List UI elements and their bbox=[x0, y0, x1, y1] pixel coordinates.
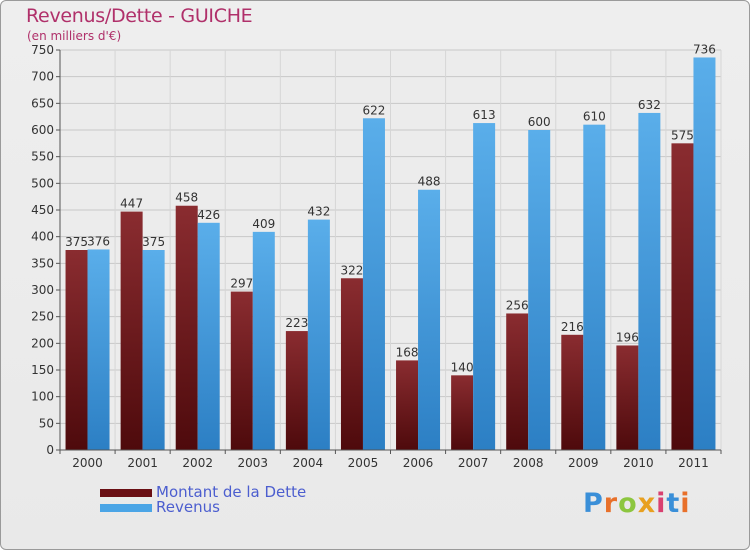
y-tick-label: 750 bbox=[31, 43, 54, 57]
x-tick-label: 2000 bbox=[72, 456, 103, 470]
bar-revenus bbox=[142, 250, 165, 450]
data-label-revenus: 610 bbox=[583, 110, 606, 124]
label-layer: 0 50 100 150 200 250 300 350 400 450 500 550 600 650 7… bbox=[31, 42, 721, 470]
x-tick-label: 2004 bbox=[293, 456, 324, 470]
logo-letter: o bbox=[618, 488, 638, 519]
legend-item-debt: Montant de la Dette bbox=[100, 485, 306, 500]
logo-letter: r bbox=[603, 488, 619, 519]
y-tick-label: 200 bbox=[31, 336, 54, 350]
x-tick-label: 2011 bbox=[678, 456, 709, 470]
data-label-debt: 223 bbox=[285, 316, 308, 330]
data-label-revenus: 432 bbox=[307, 205, 330, 219]
data-label-revenus: 426 bbox=[197, 208, 220, 222]
y-tick-label: 0 bbox=[46, 443, 54, 457]
data-label-debt: 256 bbox=[506, 298, 529, 312]
logo-letter: i bbox=[680, 488, 691, 519]
bar-debt bbox=[285, 331, 308, 450]
data-label-debt: 322 bbox=[341, 263, 364, 277]
bar-debt bbox=[396, 360, 419, 450]
y-tick-label: 500 bbox=[31, 176, 54, 190]
y-tick-label: 50 bbox=[39, 416, 54, 430]
bar-revenus bbox=[87, 249, 110, 450]
bar-revenus bbox=[528, 130, 551, 450]
x-tick-label: 2006 bbox=[403, 456, 434, 470]
y-tick-label: 600 bbox=[31, 123, 54, 137]
bar-revenus bbox=[638, 112, 661, 450]
bar-debt bbox=[230, 291, 253, 450]
bar-revenus bbox=[693, 57, 716, 450]
data-label-revenus: 409 bbox=[252, 217, 275, 231]
x-tick-label: 2007 bbox=[458, 456, 489, 470]
data-label-debt: 297 bbox=[230, 277, 253, 291]
bar-layer bbox=[65, 57, 716, 451]
data-label-revenus: 600 bbox=[528, 115, 551, 129]
data-label-debt: 216 bbox=[561, 320, 584, 334]
x-tick-label: 2001 bbox=[127, 456, 158, 470]
data-label-revenus: 376 bbox=[87, 234, 110, 248]
y-tick-label: 550 bbox=[31, 150, 54, 164]
legend-swatch-debt bbox=[100, 488, 152, 497]
bar-debt bbox=[671, 143, 694, 451]
y-tick-label: 450 bbox=[31, 203, 54, 217]
bar-revenus bbox=[583, 124, 606, 451]
chart-title: Revenus/Dette - GUICHE bbox=[26, 5, 253, 27]
logo-letter: P bbox=[583, 488, 604, 519]
data-label-revenus: 632 bbox=[638, 98, 661, 112]
legend-label-debt: Montant de la Dette bbox=[156, 483, 307, 501]
data-label-debt: 575 bbox=[671, 128, 694, 142]
x-tick-label: 2008 bbox=[513, 456, 544, 470]
data-label-debt: 375 bbox=[65, 235, 88, 249]
y-tick-label: 300 bbox=[31, 283, 54, 297]
data-label-debt: 140 bbox=[451, 360, 474, 374]
bar-debt bbox=[65, 250, 88, 450]
data-label-revenus: 488 bbox=[418, 175, 441, 189]
data-label-debt: 447 bbox=[120, 197, 143, 211]
bar-debt bbox=[340, 278, 363, 450]
bar-debt bbox=[561, 334, 584, 450]
logo-letter: x bbox=[637, 488, 657, 519]
data-label-revenus: 622 bbox=[363, 103, 386, 117]
bar-debt bbox=[175, 205, 198, 450]
bar-revenus bbox=[307, 219, 330, 450]
data-label-debt: 168 bbox=[396, 345, 419, 359]
bar-debt bbox=[120, 211, 143, 450]
bar-revenus bbox=[252, 231, 275, 450]
bar-revenus bbox=[418, 189, 441, 450]
logo-letter: i bbox=[656, 488, 667, 519]
x-tick-label: 2010 bbox=[623, 456, 654, 470]
bar-debt bbox=[506, 313, 529, 450]
y-tick-label: 400 bbox=[31, 230, 54, 244]
y-tick-label: 650 bbox=[31, 96, 54, 110]
legend: Montant de la Dette Revenus bbox=[100, 485, 306, 515]
bar-debt bbox=[451, 375, 474, 450]
y-tick-label: 350 bbox=[31, 256, 54, 270]
y-tick-label: 250 bbox=[31, 310, 54, 324]
x-tick-label: 2003 bbox=[238, 456, 269, 470]
x-tick-label: 2009 bbox=[568, 456, 599, 470]
chart-subtitle: (en milliers d'€) bbox=[27, 29, 122, 43]
y-tick-label: 700 bbox=[31, 70, 54, 84]
y-tick-label: 150 bbox=[31, 363, 54, 377]
legend-swatch-revenus bbox=[100, 503, 152, 512]
bar-debt bbox=[616, 345, 639, 450]
data-label-revenus: 736 bbox=[693, 42, 716, 56]
legend-item-revenus: Revenus bbox=[100, 500, 306, 515]
x-tick-label: 2005 bbox=[348, 456, 379, 470]
proxiti-logo: Proxiti bbox=[583, 488, 691, 519]
data-label-debt: 458 bbox=[175, 191, 198, 205]
data-label-debt: 196 bbox=[616, 330, 639, 344]
x-tick-label: 2002 bbox=[182, 456, 213, 470]
y-tick-label: 100 bbox=[31, 390, 54, 404]
data-label-revenus: 375 bbox=[142, 235, 165, 249]
bar-revenus bbox=[197, 222, 220, 450]
data-label-revenus: 613 bbox=[473, 108, 496, 122]
bar-revenus bbox=[473, 123, 496, 451]
logo-letter: t bbox=[666, 488, 681, 519]
legend-label-revenus: Revenus bbox=[156, 498, 220, 516]
grid-layer bbox=[56, 49, 722, 454]
bar-revenus bbox=[362, 118, 385, 451]
